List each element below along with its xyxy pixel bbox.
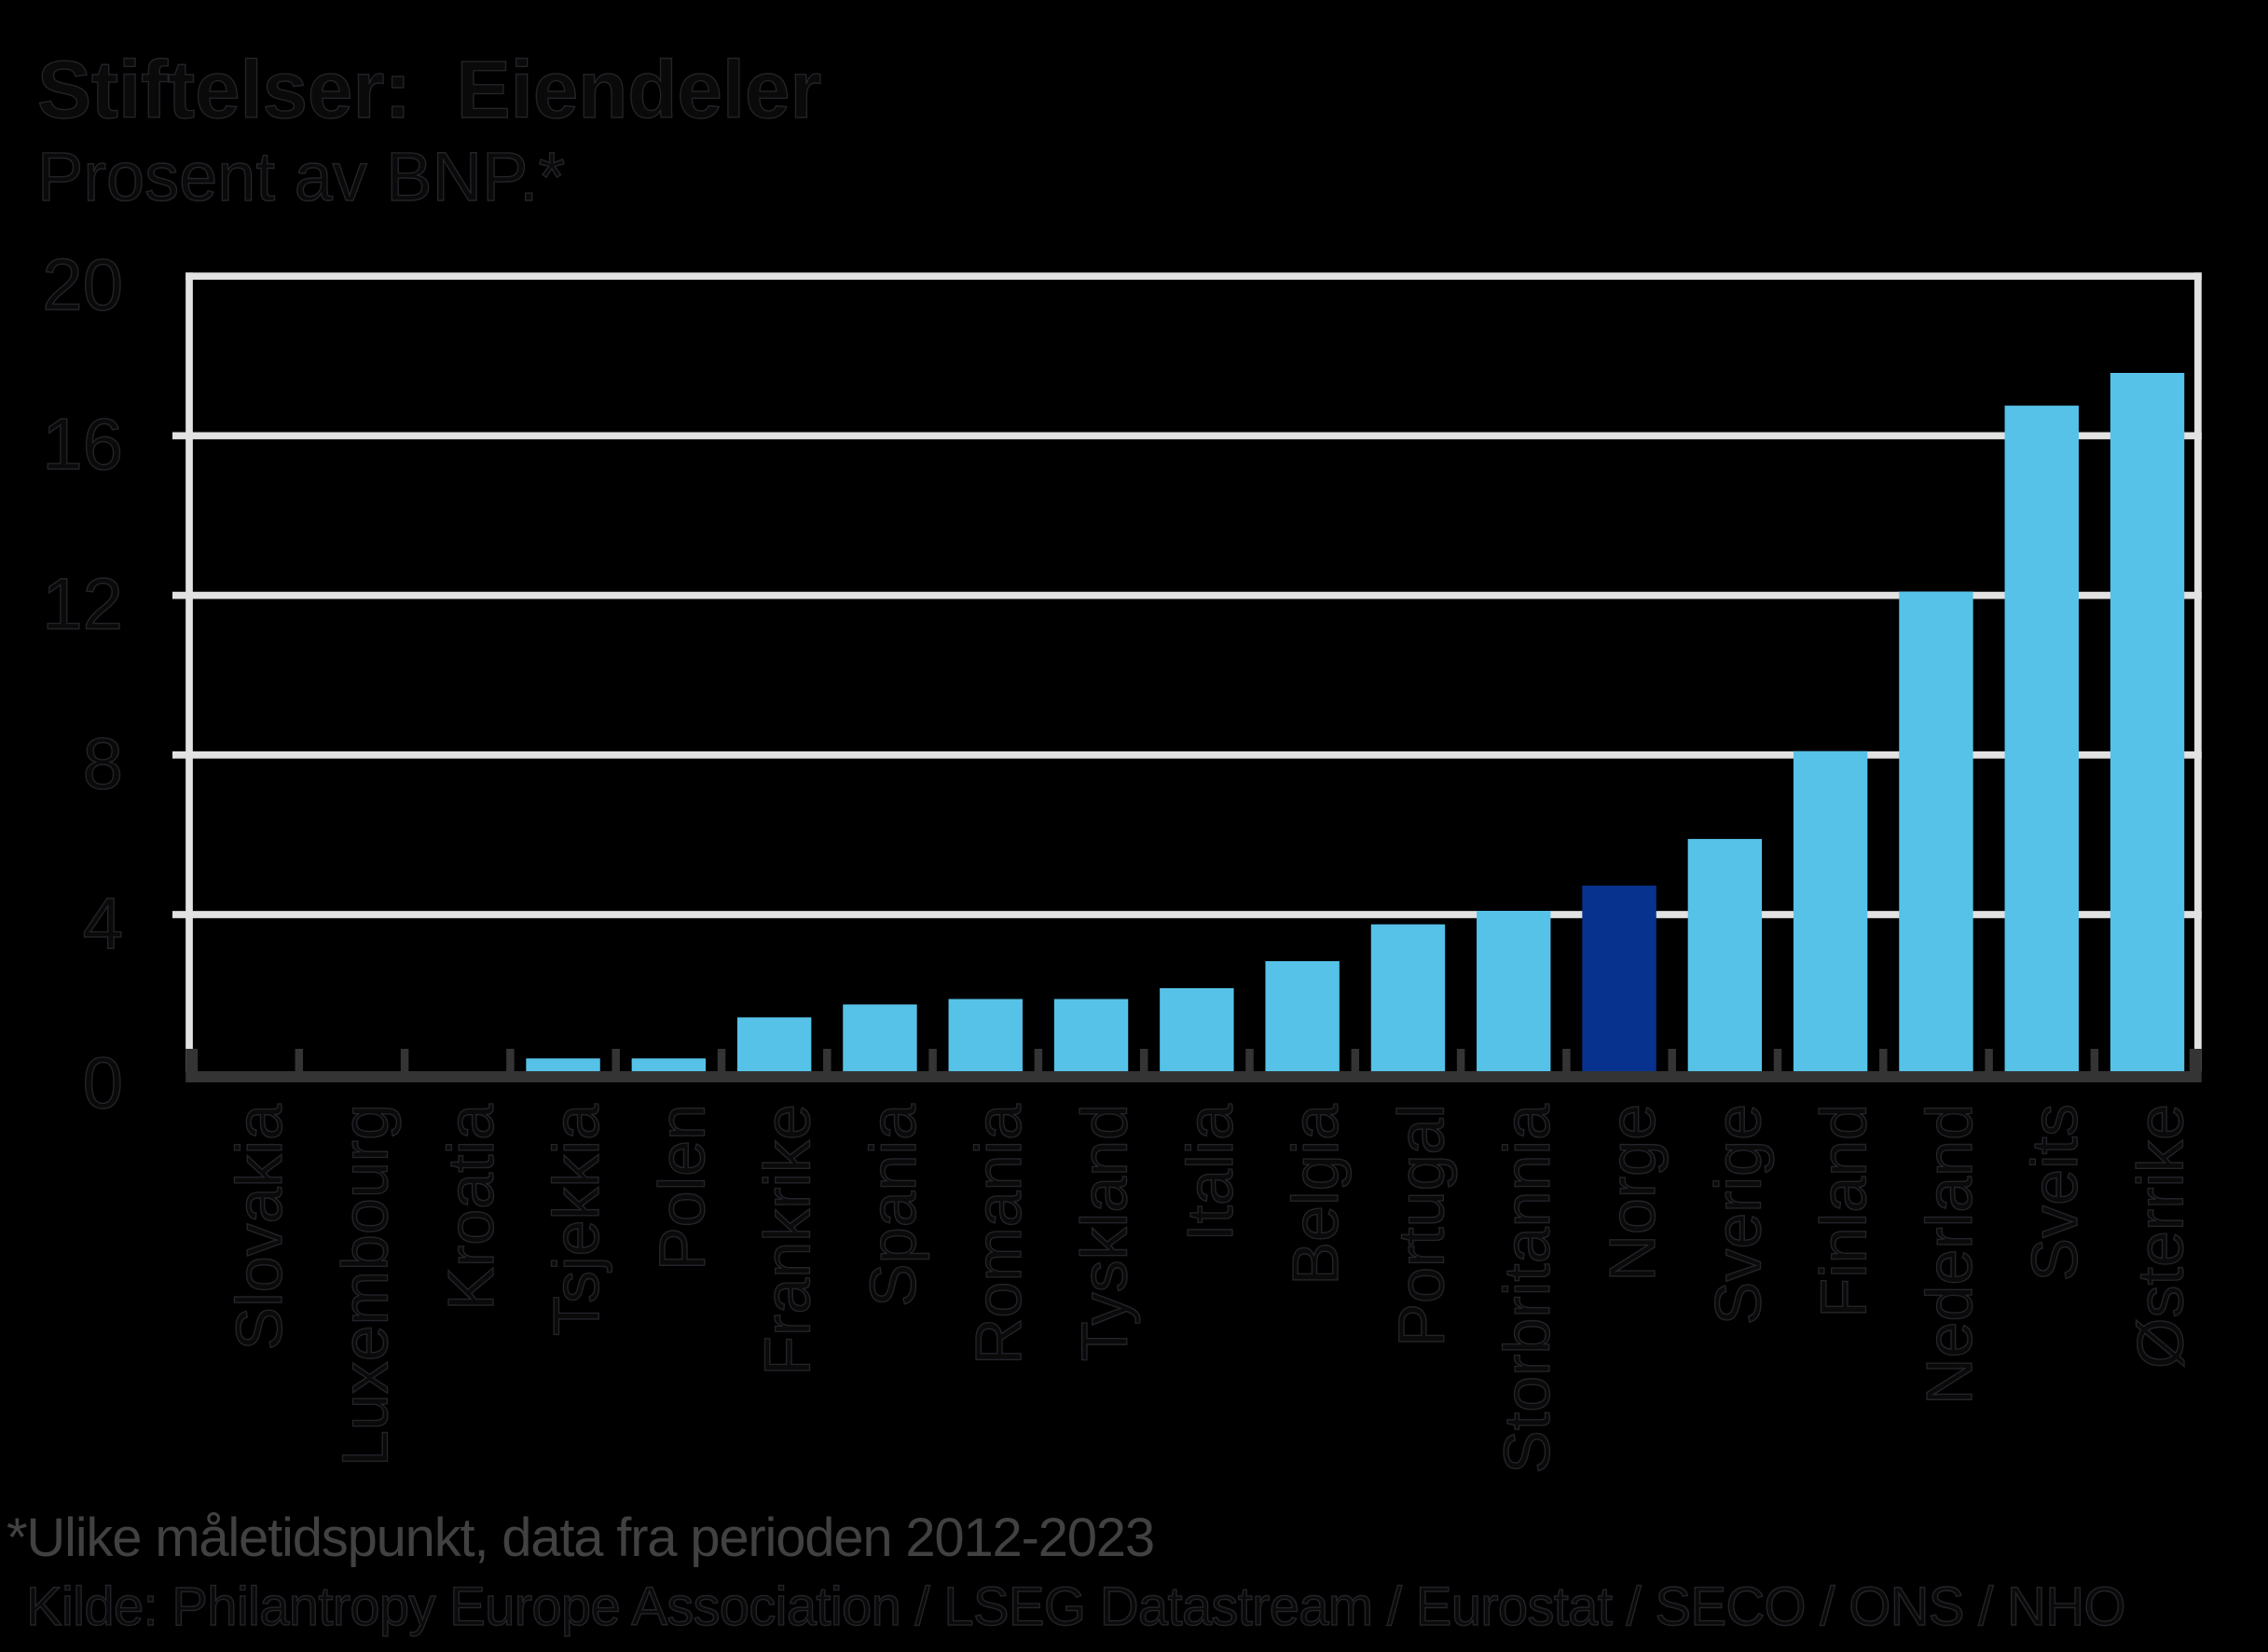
svg-text:4: 4 [83, 882, 123, 964]
svg-text:0: 0 [83, 1041, 123, 1123]
svg-text:Tsjekkia: Tsjekkia [540, 1104, 612, 1336]
svg-text:Kilde: Philantropy Europe Asso: Kilde: Philantropy Europe Association / … [26, 1576, 2125, 1637]
svg-text:Prosent av BNP.*: Prosent av BNP.* [37, 138, 565, 215]
svg-text:*Ulike måletidspunkt, data fra: *Ulike måletidspunkt, data fra perioden … [7, 1507, 1154, 1568]
svg-text:20: 20 [42, 243, 123, 325]
svg-text:12: 12 [42, 562, 123, 644]
svg-text:Sverige: Sverige [1701, 1104, 1774, 1325]
svg-text:Italia: Italia [1174, 1104, 1246, 1242]
svg-text:Tyskland: Tyskland [1068, 1104, 1141, 1361]
svg-text:Storbritannia: Storbritannia [1491, 1104, 1563, 1474]
svg-text:Nederland: Nederland [1913, 1104, 1986, 1405]
svg-text:Belgia: Belgia [1279, 1104, 1352, 1286]
svg-text:Luxembourg: Luxembourg [328, 1104, 401, 1466]
svg-text:Norge: Norge [1596, 1104, 1669, 1282]
svg-text:Portugal: Portugal [1385, 1104, 1458, 1347]
svg-text:8: 8 [83, 723, 123, 805]
svg-text:Spania: Spania [857, 1104, 929, 1307]
svg-text:Kroatia: Kroatia [434, 1104, 507, 1311]
svg-text:Slovakia: Slovakia [223, 1104, 296, 1351]
svg-text:Stiftelser: Eiendeler: Stiftelser: Eiendeler [37, 45, 821, 135]
svg-text:Finland: Finland [1808, 1104, 1880, 1318]
svg-text:Frankrike: Frankrike [751, 1104, 824, 1376]
svg-text:Østerrike: Østerrike [2124, 1104, 2197, 1369]
svg-text:Sveits: Sveits [2018, 1104, 2091, 1282]
svg-text:16: 16 [42, 403, 123, 485]
svg-text:Polen: Polen [645, 1104, 718, 1271]
svg-text:Romania: Romania [962, 1104, 1035, 1365]
